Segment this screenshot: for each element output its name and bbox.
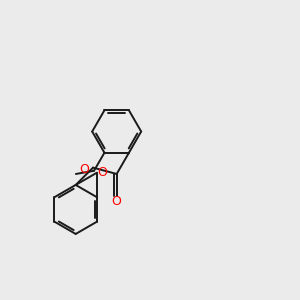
Text: O: O	[112, 195, 122, 208]
Text: O: O	[98, 166, 107, 179]
Text: O: O	[79, 163, 89, 176]
